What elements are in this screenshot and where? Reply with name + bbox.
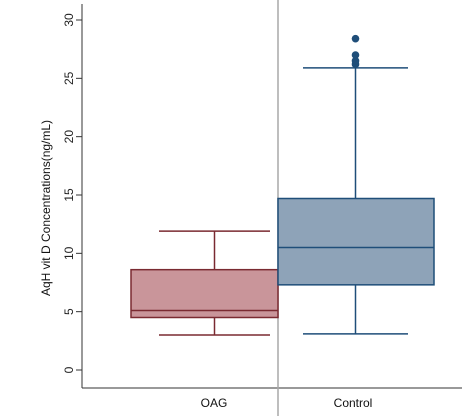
y-tick-label: 5 (62, 308, 76, 315)
y-tick-label: 0 (62, 366, 76, 373)
outlier-point (351, 34, 360, 43)
category-label-control: Control (334, 396, 373, 410)
outlier-point (351, 57, 360, 65)
y-tick-label: 15 (62, 188, 76, 202)
iqr-box (277, 197, 435, 286)
y-tick-label: 30 (62, 13, 76, 27)
y-tick-label: 25 (62, 71, 76, 85)
y-tick-label: 10 (62, 246, 76, 260)
box-control (277, 34, 435, 335)
y-axis-title: AqH vit D Concentrations(ng/mL) (39, 120, 53, 296)
box-oag (130, 230, 279, 336)
boxes (130, 34, 435, 336)
y-axis: 0 5 10 15 20 25 30 (62, 4, 83, 388)
y-tick-label: 20 (62, 130, 76, 144)
category-labels: OAG Control (201, 396, 373, 410)
outlier-point (351, 51, 360, 59)
iqr-box (130, 268, 279, 319)
category-label-oag: OAG (201, 396, 228, 410)
